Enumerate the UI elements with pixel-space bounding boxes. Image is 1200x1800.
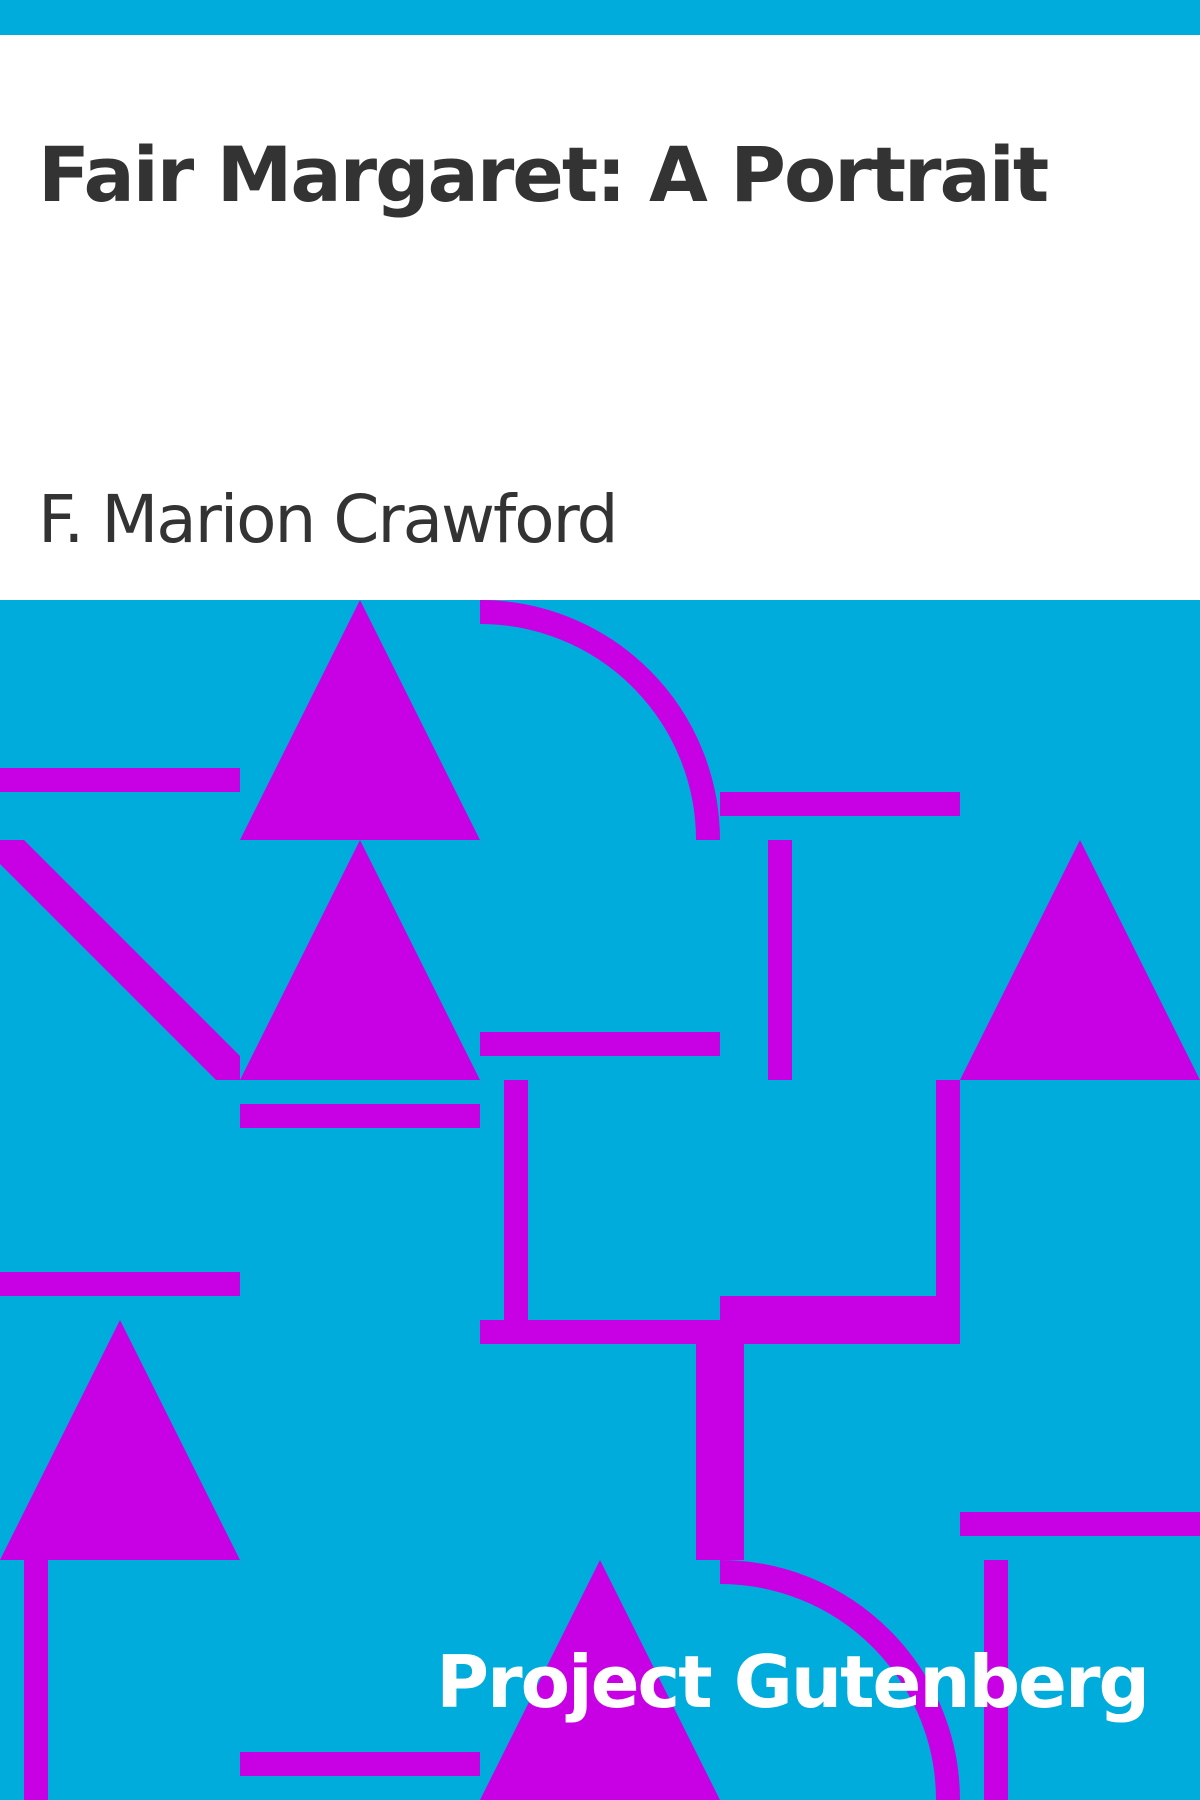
bar-shape xyxy=(696,1320,744,1560)
publisher-name: Project Gutenberg xyxy=(436,1640,1150,1724)
diagonal-bar-shape xyxy=(0,840,240,1080)
triangle-shape xyxy=(240,840,480,1080)
pattern-arcs xyxy=(479,600,960,1800)
bar-shape xyxy=(768,840,792,1080)
triangle-shape xyxy=(240,600,480,840)
bar-shape xyxy=(984,1560,1008,1800)
triangle-shape xyxy=(960,840,1200,1080)
bar-shape xyxy=(936,1080,960,1320)
geometric-pattern xyxy=(0,600,1200,1800)
bar-shape xyxy=(240,1104,480,1128)
book-title: Fair Margaret: A Portrait xyxy=(38,130,1049,219)
bar-shape xyxy=(720,792,960,816)
arc-shape xyxy=(479,600,720,841)
pattern-shapes xyxy=(0,600,1200,1800)
bar-shape xyxy=(720,1296,960,1344)
top-color-band xyxy=(0,0,1200,35)
bar-shape xyxy=(960,1512,1200,1536)
book-author: F. Marion Crawford xyxy=(38,481,618,558)
triangle-shape xyxy=(0,1320,240,1560)
bar-shape xyxy=(504,1080,528,1320)
bar-shape xyxy=(0,768,240,792)
bar-shape xyxy=(0,1272,240,1296)
bar-shape xyxy=(24,1560,48,1800)
bar-shape xyxy=(480,1032,720,1056)
triangle-shape xyxy=(480,1560,720,1800)
bar-shape xyxy=(240,1752,480,1776)
arc-shape xyxy=(719,1560,960,1800)
title-panel: Fair Margaret: A Portrait F. Marion Craw… xyxy=(0,35,1200,600)
